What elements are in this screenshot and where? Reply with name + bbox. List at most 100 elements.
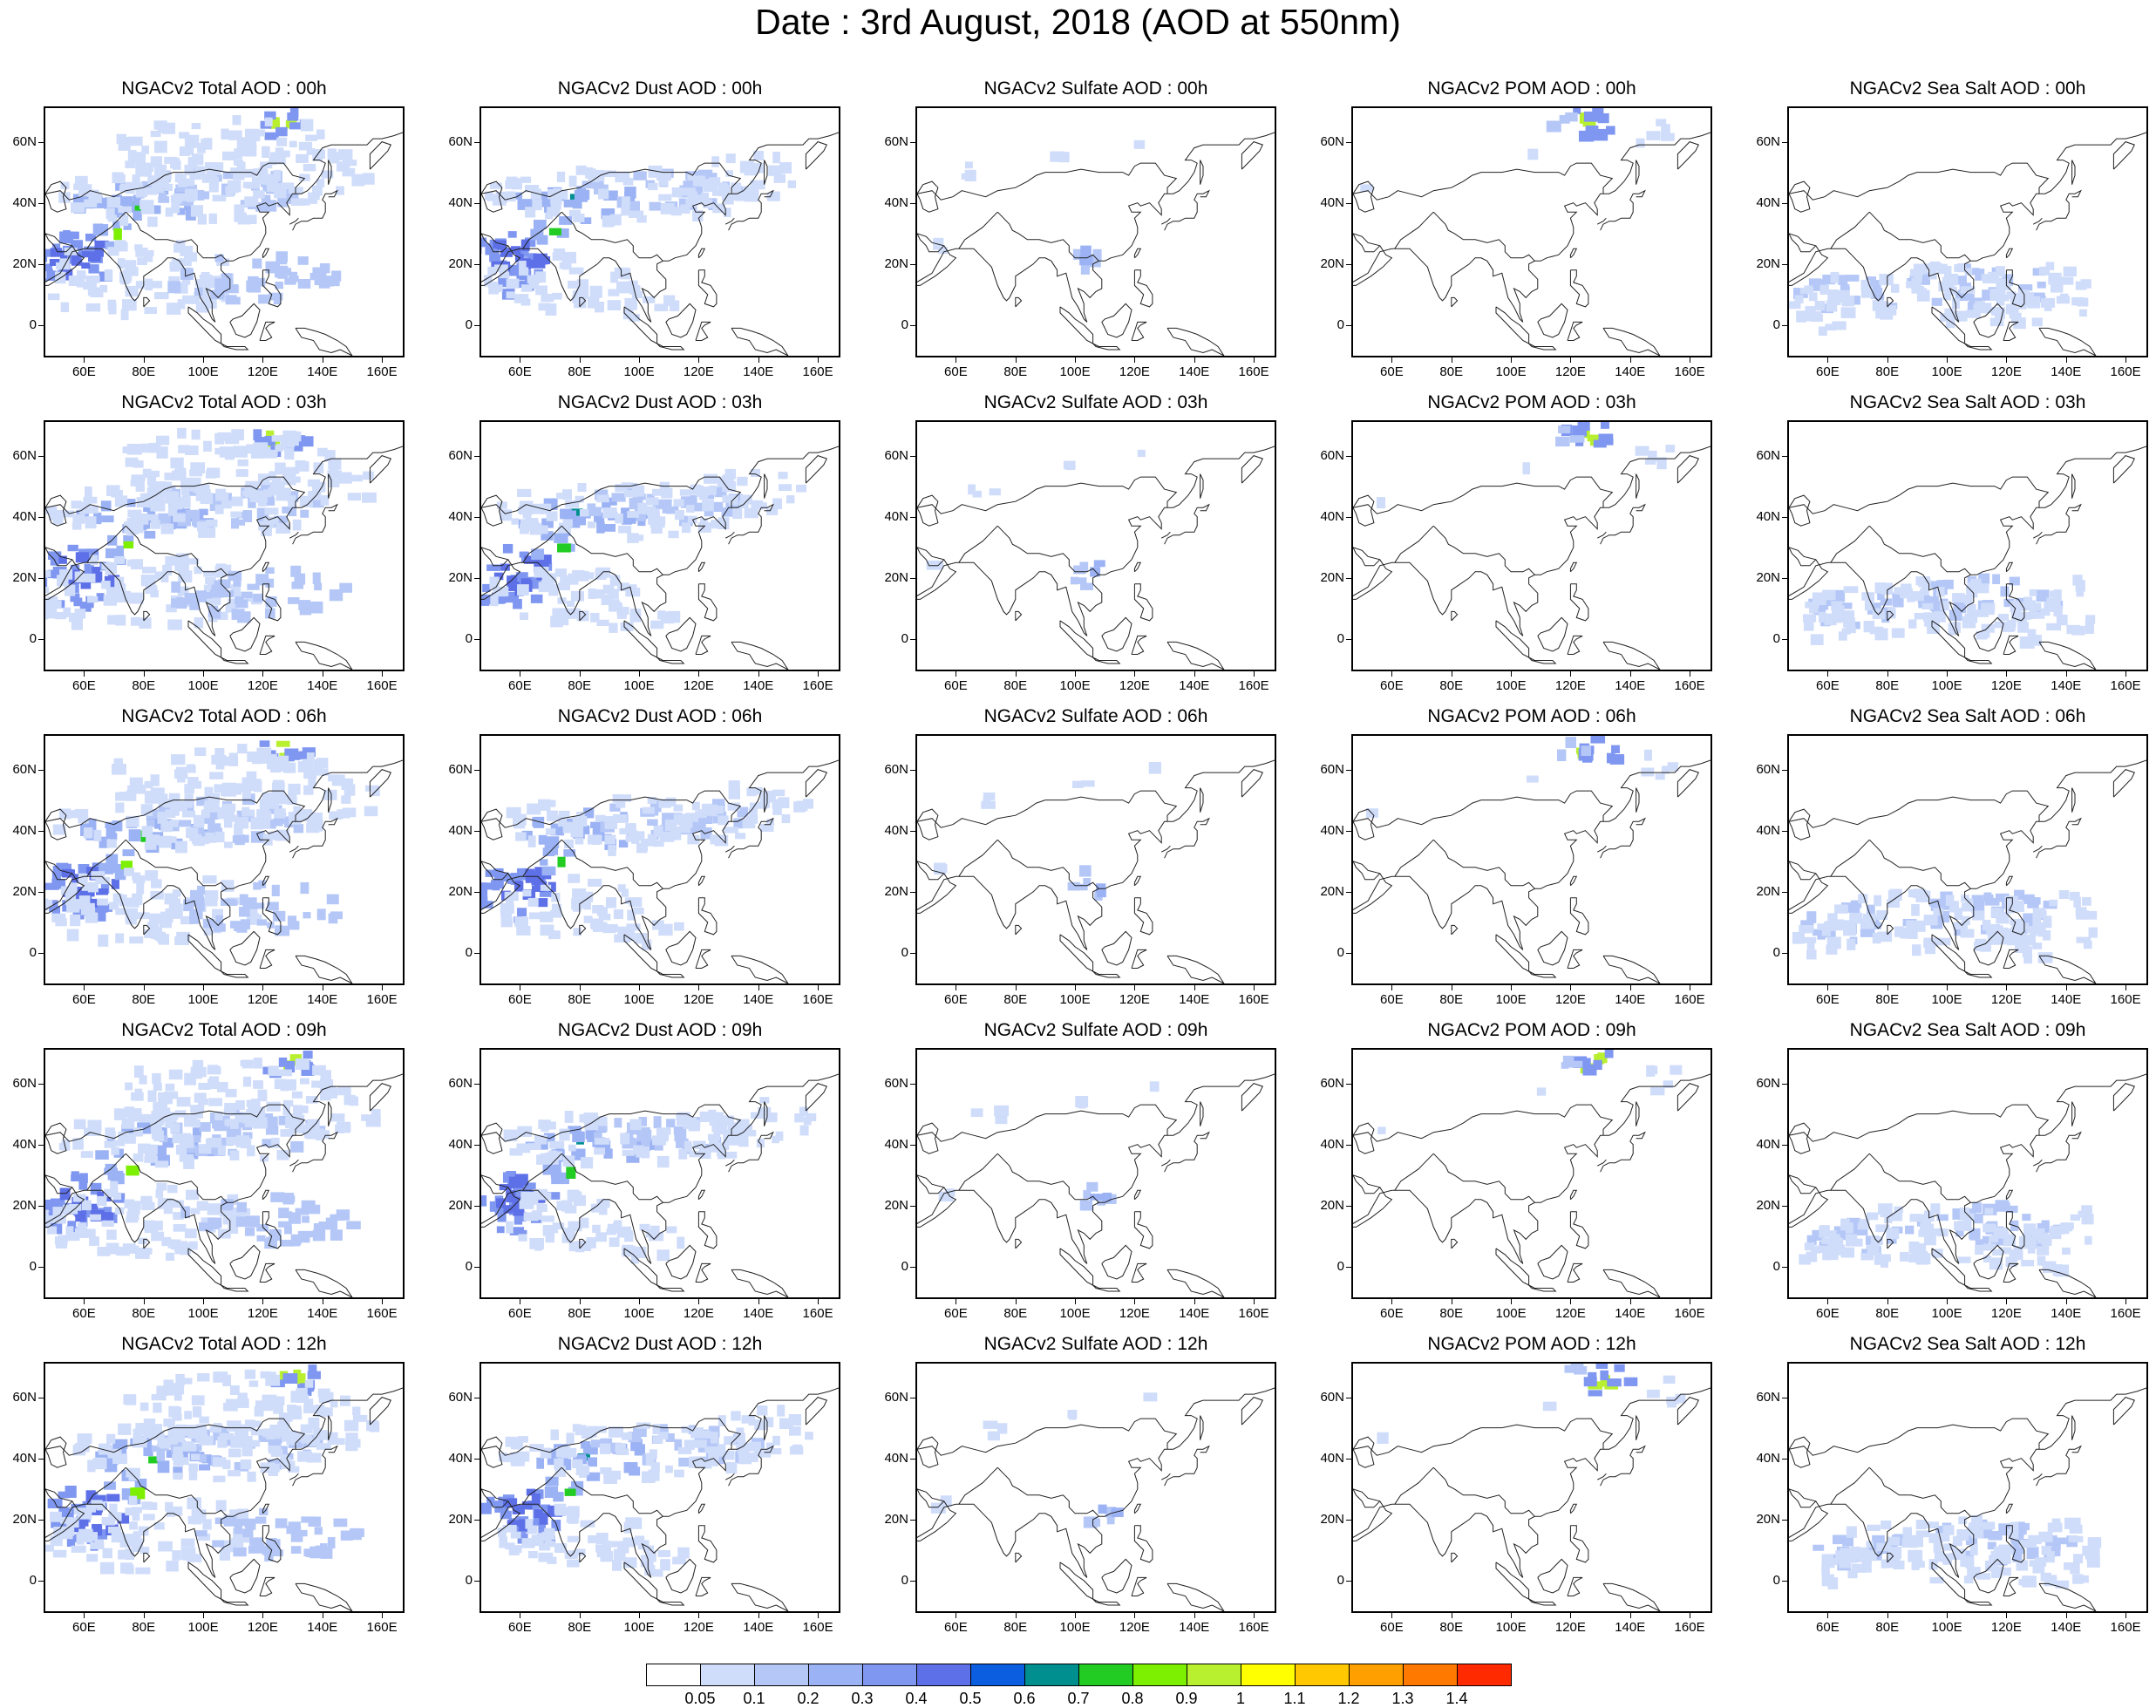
coastline [1353, 1437, 1374, 1467]
aod-cell [275, 523, 290, 534]
longitude-label: 60E [934, 1620, 977, 1635]
longitude-label: 120E [1548, 364, 1592, 379]
aod-cell [112, 172, 123, 183]
longitude-label: 140E [301, 678, 344, 693]
latitude-label: 40N [438, 1451, 473, 1466]
aod-cell [567, 601, 575, 607]
aod-cell [107, 864, 121, 873]
coastline [1568, 949, 1582, 968]
coastline [1677, 770, 1698, 798]
aod-cell [147, 1146, 155, 1154]
longitude-tick [382, 985, 383, 990]
aod-cell [194, 747, 206, 756]
longitude-label: 140E [301, 364, 344, 379]
aod-cell [575, 190, 588, 202]
longitude-label: 140E [737, 1620, 780, 1635]
coastline [731, 328, 788, 356]
aod-cell [1975, 1245, 1983, 1255]
aod-cell [1138, 450, 1146, 457]
aod-cell [184, 253, 192, 259]
aod-cell [346, 1221, 361, 1229]
aod-cell [106, 587, 117, 597]
aod-cell [2018, 289, 2029, 296]
latitude-label: 40N [874, 823, 908, 838]
latitude-tick [910, 770, 915, 771]
coastline [1965, 971, 1992, 977]
aod-cell [1646, 131, 1660, 140]
aod-cell [577, 899, 590, 908]
aod-cell [323, 1088, 337, 1099]
aod-cell [173, 514, 186, 522]
aod-cell [334, 1519, 348, 1528]
aod-cell [1803, 614, 1816, 622]
coastline [1200, 160, 1203, 185]
aod-cell [1908, 619, 1916, 628]
coastline [1789, 234, 1816, 252]
aod-cell [288, 597, 300, 604]
aod-cell [1799, 1255, 1811, 1265]
aod-cell [1593, 1060, 1602, 1070]
aod-cell [1377, 497, 1385, 508]
aod-cell [1807, 941, 1815, 949]
aod-cell [605, 822, 617, 829]
aod-cell [70, 915, 80, 926]
aod-cell [636, 843, 647, 853]
aod-cell [192, 430, 201, 440]
aod-cell [629, 211, 643, 218]
coastline [1093, 1285, 1120, 1291]
coastline [1353, 477, 1612, 514]
latitude-label: 60N [1309, 762, 1344, 777]
aod-cell [554, 1504, 567, 1514]
aod-cell [1646, 1065, 1655, 1077]
coastline [1102, 1559, 1132, 1593]
aod-cell [45, 577, 47, 587]
aod-cell [731, 1411, 740, 1420]
aod-cell [1921, 603, 1933, 609]
longitude-tick [84, 1613, 85, 1618]
aod-cell [1847, 275, 1860, 282]
coastline [1677, 456, 1698, 484]
latitude-label: 20N [1309, 1198, 1344, 1213]
aod-cell [52, 510, 65, 517]
longitude-label: 80E [1430, 1306, 1473, 1321]
coastline [1134, 1504, 1140, 1514]
aod-cell [69, 1204, 81, 1211]
latitude-label: 0 [874, 1573, 908, 1588]
latitude-tick [1346, 831, 1351, 832]
aod-cell [538, 1553, 553, 1562]
aod-cell [565, 1488, 576, 1495]
aod-cell [549, 228, 561, 235]
latitude-label: 60N [874, 448, 908, 463]
coastline [1529, 657, 1556, 663]
coastline [1529, 1285, 1556, 1291]
longitude-label: 100E [1489, 364, 1533, 379]
coastline [1353, 1105, 1612, 1141]
aod-cell [215, 915, 223, 924]
longitude-tick [1887, 1299, 1888, 1304]
aod-cell [100, 1562, 114, 1575]
coastline [1200, 1102, 1203, 1126]
coastline [1134, 1526, 1153, 1562]
aod-cell [293, 520, 302, 531]
aod-cell [173, 1473, 182, 1480]
coastline [1395, 1153, 1434, 1190]
aod-cell [367, 1118, 380, 1127]
aod-cell [616, 1449, 629, 1455]
aod-cell [303, 164, 316, 171]
aod-cell [144, 1419, 155, 1426]
aod-cell [195, 1530, 207, 1536]
aod-cell [271, 1449, 283, 1457]
aod-map [44, 420, 405, 671]
aod-cell [727, 803, 739, 811]
latitude-label: 40N [1745, 1137, 1780, 1152]
latitude-label: 40N [874, 509, 908, 524]
longitude-tick [1887, 357, 1888, 363]
aod-cell [341, 795, 350, 803]
aod-cell [78, 1222, 87, 1232]
aod-cell [224, 1119, 238, 1126]
coastline [1831, 1153, 1870, 1190]
longitude-tick [1511, 1299, 1512, 1304]
aod-cell [579, 1471, 587, 1477]
